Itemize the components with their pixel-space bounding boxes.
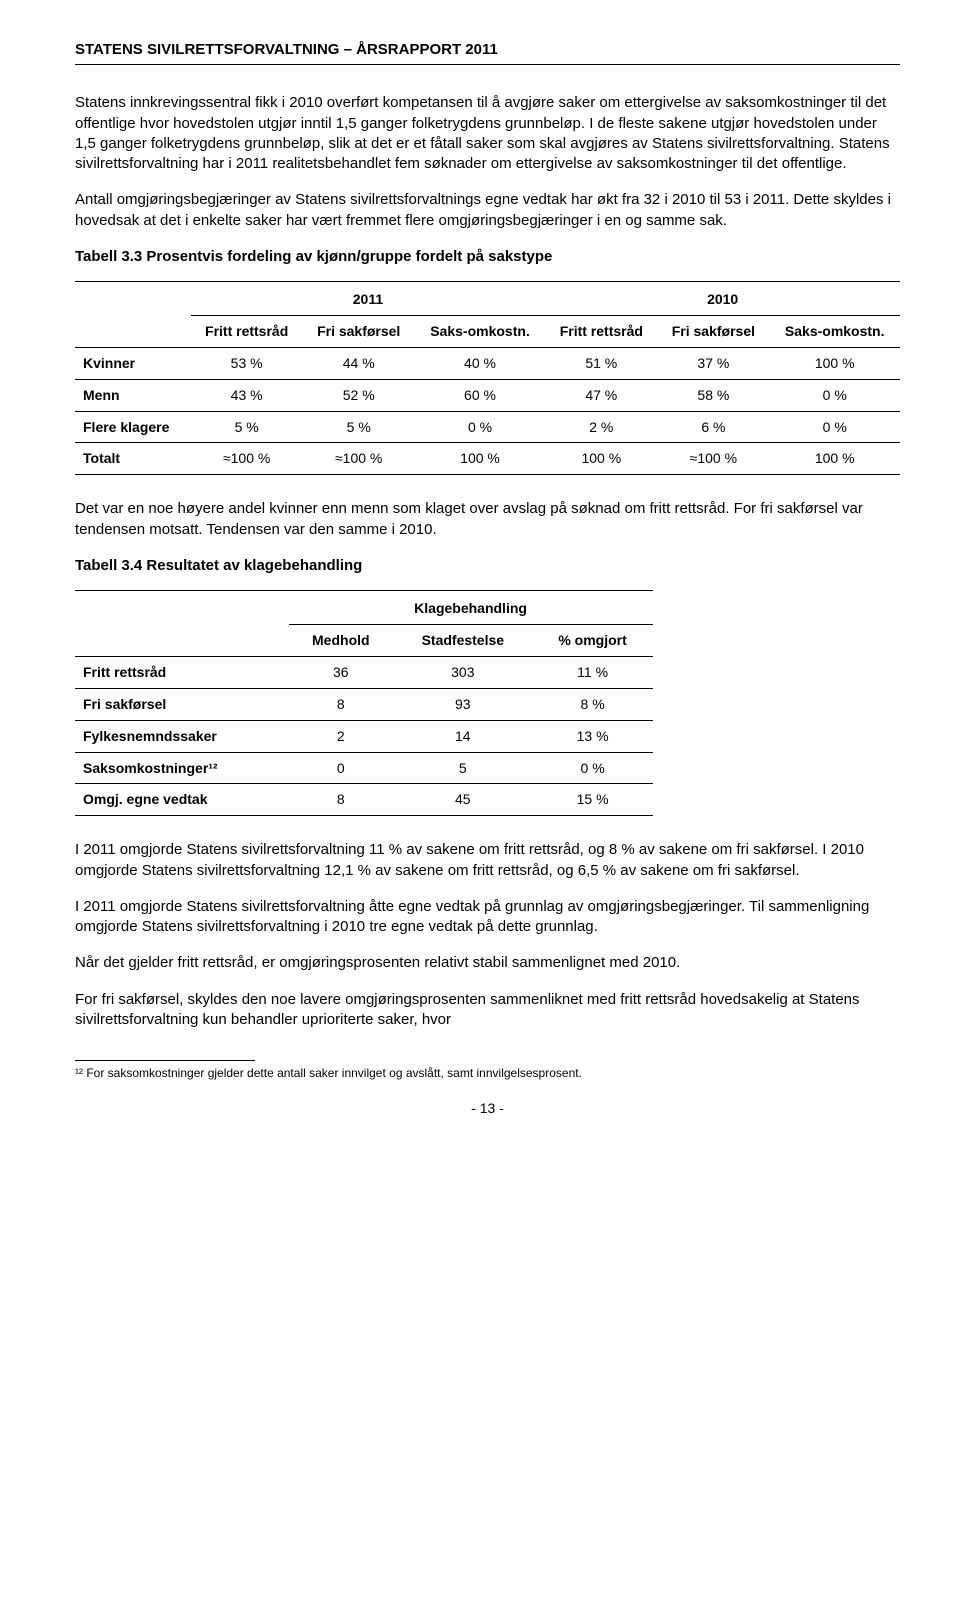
footnote-12: ¹² For saksomkostninger gjelder dette an… [75, 1065, 900, 1081]
year-2011: 2011 [191, 282, 546, 316]
cell: 6 % [657, 411, 769, 443]
cell: 13 % [533, 720, 653, 752]
paragraph-4: I 2011 omgjorde Statens sivilrettsforval… [75, 840, 900, 881]
cell: 2 [289, 720, 393, 752]
cell: 100 % [545, 443, 657, 475]
cell: 45 [393, 784, 533, 816]
cell: 0 % [415, 411, 546, 443]
page-number: - 13 - [75, 1099, 900, 1118]
cell: 0 [289, 752, 393, 784]
cell: 14 [393, 720, 533, 752]
col-1: Fritt rettsråd [191, 315, 303, 347]
cell: 93 [393, 688, 533, 720]
cell: 100 % [769, 443, 900, 475]
col-5: Fri sakførsel [657, 315, 769, 347]
paragraph-5: I 2011 omgjorde Statens sivilrettsforval… [75, 897, 900, 938]
cell: 43 % [191, 379, 303, 411]
cell: 52 % [303, 379, 415, 411]
cell: 44 % [303, 347, 415, 379]
paragraph-1: Statens innkrevingssentral fikk i 2010 o… [75, 93, 900, 174]
paragraph-6: Når det gjelder fritt rettsråd, er omgjø… [75, 953, 900, 973]
table-3-4-title: Tabell 3.4 Resultatet av klagebehandling [75, 556, 900, 576]
table-3-3: 2011 2010 Fritt rettsråd Fri sakførsel S… [75, 281, 900, 475]
col-2: Fri sakførsel [303, 315, 415, 347]
cell: 15 % [533, 784, 653, 816]
table-row: Menn [75, 379, 191, 411]
table-row: Kvinner [75, 347, 191, 379]
table-row: Fylkesnemndssaker [75, 720, 289, 752]
cell: 36 [289, 656, 393, 688]
cell: 47 % [545, 379, 657, 411]
col-3: Saks-omkostn. [415, 315, 546, 347]
paragraph-3: Det var en noe høyere andel kvinner enn … [75, 499, 900, 540]
cell: ≈100 % [303, 443, 415, 475]
cell: 11 % [533, 656, 653, 688]
cell: 5 % [191, 411, 303, 443]
table-row: Saksomkostninger¹² [75, 752, 289, 784]
footnote-rule [75, 1060, 255, 1061]
cell: 60 % [415, 379, 546, 411]
cell: 303 [393, 656, 533, 688]
col-4: Fritt rettsråd [545, 315, 657, 347]
cell: 53 % [191, 347, 303, 379]
cell: 100 % [769, 347, 900, 379]
cell: 58 % [657, 379, 769, 411]
cell: 0 % [769, 411, 900, 443]
table-row: Flere klagere [75, 411, 191, 443]
cell: 2 % [545, 411, 657, 443]
cell: 51 % [545, 347, 657, 379]
cell: 0 % [769, 379, 900, 411]
cell: ≈100 % [657, 443, 769, 475]
col-empty [75, 624, 289, 656]
cell: 37 % [657, 347, 769, 379]
page-header: STATENS SIVILRETTSFORVALTNING – ÅRSRAPPO… [75, 40, 900, 65]
cell: 0 % [533, 752, 653, 784]
table-3-3-title: Tabell 3.3 Prosentvis fordeling av kjønn… [75, 247, 900, 267]
cell: 5 [393, 752, 533, 784]
col-3: % omgjort [533, 624, 653, 656]
cell: 8 % [533, 688, 653, 720]
cell: 5 % [303, 411, 415, 443]
paragraph-7: For fri sakførsel, skyldes den noe laver… [75, 990, 900, 1031]
cell: 8 [289, 688, 393, 720]
col-2: Stadfestelse [393, 624, 533, 656]
paragraph-2: Antall omgjøringsbegjæringer av Statens … [75, 190, 900, 231]
table-row: Totalt [75, 443, 191, 475]
table-row: Omgj. egne vedtak [75, 784, 289, 816]
year-2010: 2010 [545, 282, 900, 316]
table-3-4: Klagebehandling Medhold Stadfestelse % o… [75, 590, 653, 816]
table-row: Fri sakførsel [75, 688, 289, 720]
group-header: Klagebehandling [289, 591, 653, 625]
cell: 100 % [415, 443, 546, 475]
col-1: Medhold [289, 624, 393, 656]
cell: 8 [289, 784, 393, 816]
cell: ≈100 % [191, 443, 303, 475]
col-6: Saks-omkostn. [769, 315, 900, 347]
cell: 40 % [415, 347, 546, 379]
col-empty [75, 315, 191, 347]
table-row: Fritt rettsråd [75, 656, 289, 688]
